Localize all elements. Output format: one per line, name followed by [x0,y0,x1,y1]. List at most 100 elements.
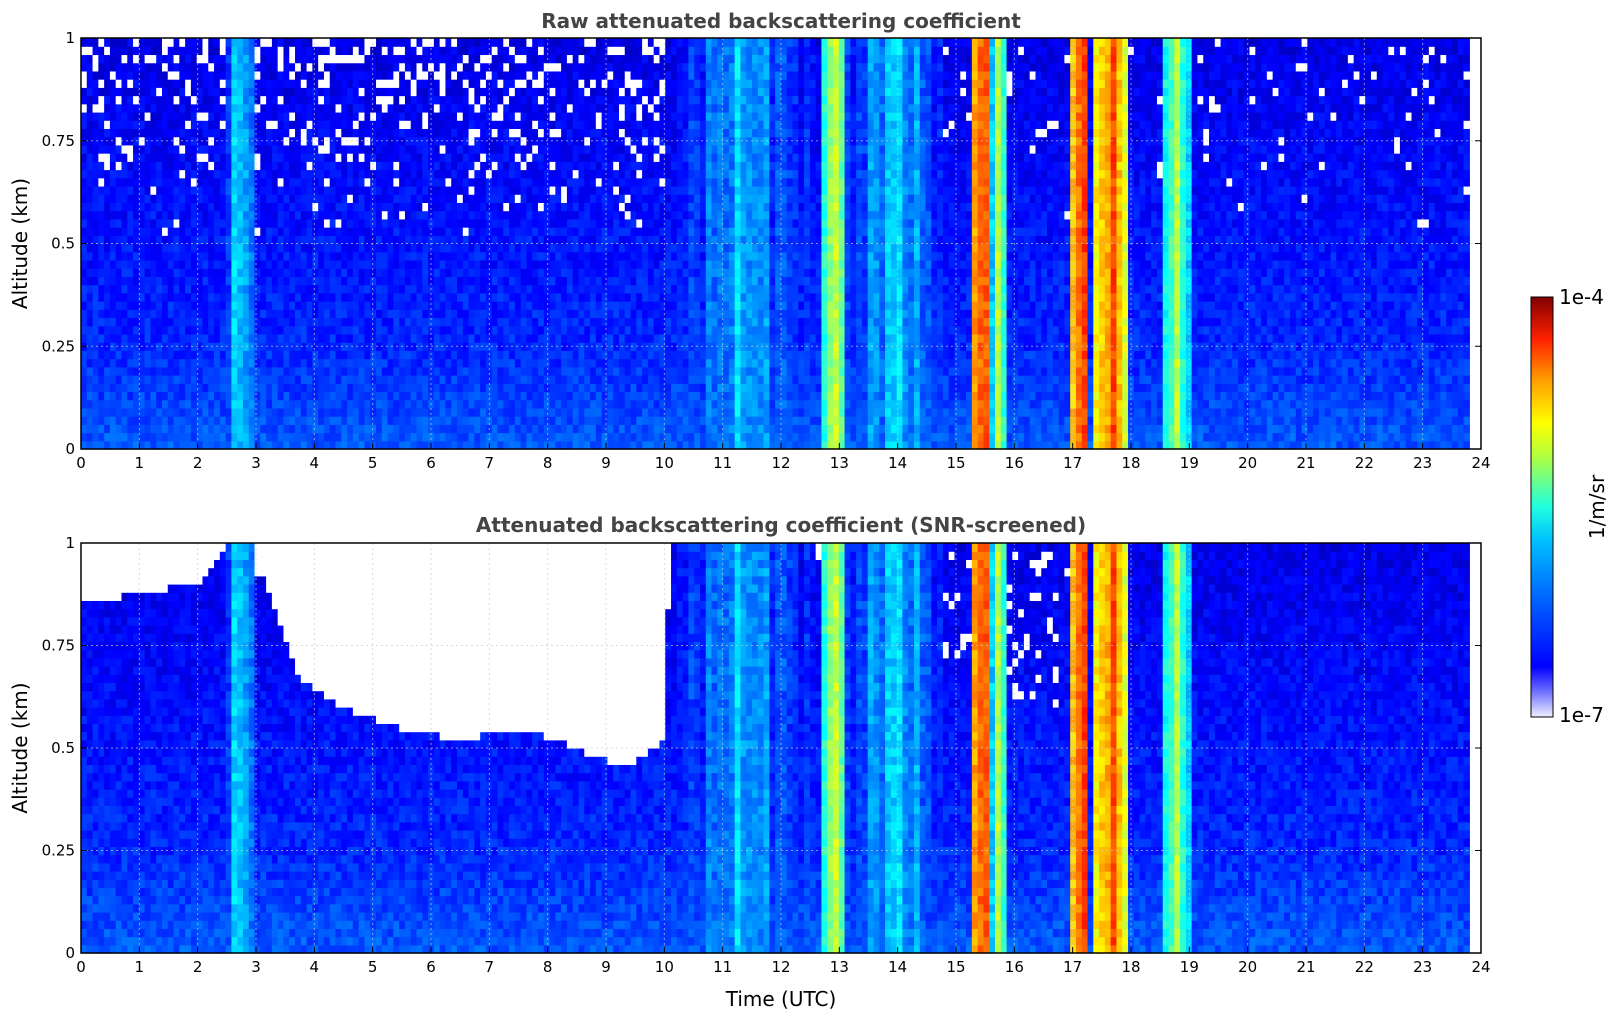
heat-cell [480,375,486,384]
heat-cell [480,79,486,88]
heat-cell [602,408,608,417]
heat-cell [347,375,353,384]
heat-cell [440,359,446,368]
heat-cell [202,391,208,400]
heat-cell [625,301,631,310]
heat-cell [555,383,561,392]
heat-cell [422,359,428,368]
heat-cell [463,227,469,236]
heat-cell [607,424,613,433]
heat-cell [503,317,509,326]
heat-cell [463,202,469,211]
heat-cell [521,145,527,154]
heat-cell [87,104,93,113]
heat-cell [266,244,272,253]
heat-cell [457,79,463,88]
heat-cell [440,96,446,105]
heat-cell [492,186,498,195]
heat-cell [330,46,336,55]
heat-cell [474,153,480,162]
heat-cell [503,128,509,137]
heat-cell [567,128,573,137]
heat-cell [330,293,336,302]
heat-cell [121,326,127,335]
heat-cell [208,268,214,277]
heat-cell [231,54,237,63]
heat-cell [474,227,480,236]
heat-cell [370,219,376,228]
heat-cell [295,120,301,129]
heat-cell [498,301,504,310]
heat-cell [613,317,619,326]
heat-cell [214,170,220,179]
heat-cell [341,268,347,277]
heat-cell [318,120,324,129]
heat-cell [266,268,272,277]
heat-cell [156,79,162,88]
heat-cell [411,383,417,392]
heat-cell [526,391,532,400]
heat-cell [283,408,289,417]
heat-cell [607,186,613,195]
heat-cell [208,178,214,187]
heat-cell [341,194,347,203]
heat-cell [648,128,654,137]
heat-cell [301,153,307,162]
heat-cell [226,424,232,433]
heat-cell [619,145,625,154]
heat-cell [480,128,486,137]
heat-cell [249,367,255,376]
heat-cell [121,317,127,326]
heat-cell [145,391,151,400]
heat-cell [544,408,550,417]
heat-cell [636,244,642,253]
heat-cell [544,178,550,187]
heat-cell [498,54,504,63]
heat-cell [561,79,567,88]
heat-cell [359,301,365,310]
heat-cell [226,367,232,376]
heat-cell [116,359,122,368]
heat-cell [237,128,243,137]
heat-cell [174,433,180,442]
heat-cell [590,96,596,105]
heat-cell [174,120,180,129]
heat-cell [636,104,642,113]
heat-cell [509,350,515,359]
heat-cell [492,170,498,179]
heat-cell [388,211,394,220]
heat-cell [243,391,249,400]
heat-cell [364,235,370,244]
heat-cell [289,128,295,137]
heat-cell [359,211,365,220]
heat-cell [336,359,342,368]
heat-cell [93,293,99,302]
heat-cell [480,244,486,253]
heat-cell [607,120,613,129]
heat-cell [324,326,330,335]
heat-cell [440,38,446,47]
heat-cell [81,375,87,384]
heat-cell [336,87,342,96]
heat-cell [417,54,423,63]
heat-cell [81,293,87,302]
heat-cell [584,96,590,105]
heat-cell [619,87,625,96]
heat-cell [555,153,561,162]
heat-cell [417,120,423,129]
heat-cell [538,391,544,400]
heat-cell [509,87,515,96]
heat-cell [81,359,87,368]
heat-cell [532,79,538,88]
heat-cell [226,161,232,170]
heat-cell [440,260,446,269]
heat-cell [515,252,521,261]
heat-cell [121,309,127,318]
heat-cell [451,161,457,170]
heat-cell [555,260,561,269]
heat-cell [532,87,538,96]
heat-cell [451,326,457,335]
heat-cell [561,383,567,392]
heat-cell [498,317,504,326]
heat-cell [596,285,602,294]
